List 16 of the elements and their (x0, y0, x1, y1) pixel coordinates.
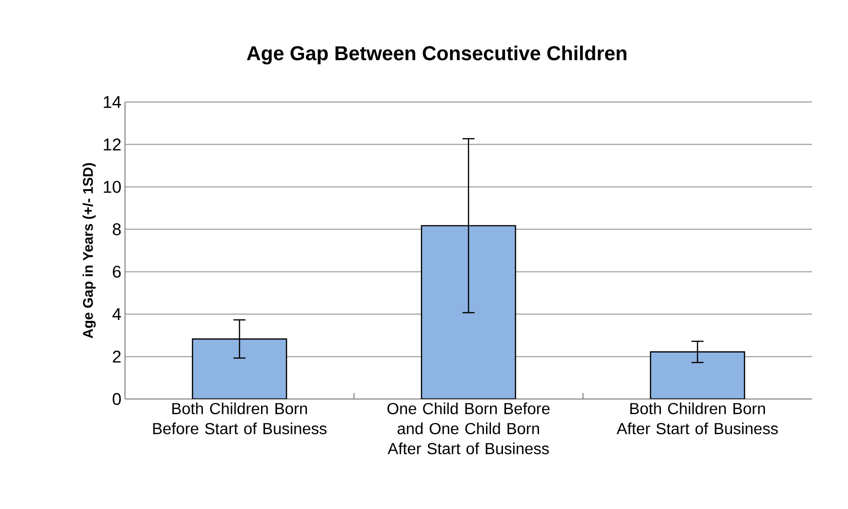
bar (192, 338, 288, 399)
x-tick-label: Both Children Born Before Start of Business (153, 402, 326, 434)
y-tick-label: 2 (112, 350, 121, 363)
y-tick-label: 12 (104, 138, 121, 150)
x-tick-label: One Child Born Before and One Child Born After Start of Business (387, 402, 550, 454)
x-tick-label: Both Children Born After Start of Business (616, 402, 778, 434)
y-tick-label: 8 (112, 223, 121, 236)
y-tick-label: 0 (112, 392, 121, 406)
chart-title: Age Gap Between Consecutive Children (246, 46, 626, 64)
bar (650, 351, 746, 399)
y-tick-label: 4 (112, 308, 121, 320)
y-axis-title: Age Gap in Years (+/- 1SD) (82, 163, 96, 338)
y-tick-label: 10 (104, 180, 121, 193)
y-tick-label: 14 (104, 96, 121, 108)
y-tick-label: 6 (112, 266, 121, 278)
bar (420, 225, 516, 399)
